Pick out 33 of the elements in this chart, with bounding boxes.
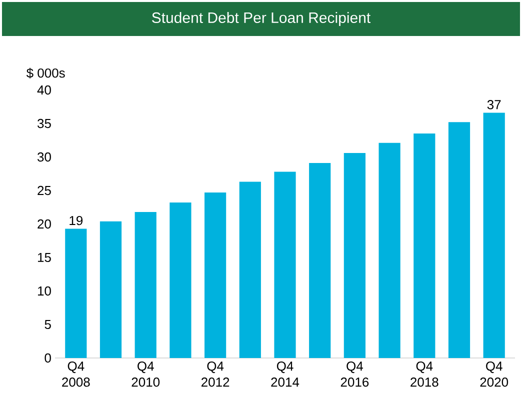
bar xyxy=(239,182,261,358)
y-tick-label: 0 xyxy=(44,353,51,363)
x-tick-label: Q4 2014 xyxy=(271,362,300,387)
x-tick-label: Q4 2020 xyxy=(480,362,508,387)
x-tick-label: Q4 2016 xyxy=(340,362,369,387)
chart-title: Student Debt Per Loan Recipient xyxy=(152,12,371,26)
bar xyxy=(204,192,226,358)
y-tick-label: 5 xyxy=(44,320,51,330)
y-tick-label: 10 xyxy=(38,286,51,296)
data-label: 19 xyxy=(70,216,83,226)
bar xyxy=(100,221,122,358)
bar xyxy=(170,202,192,358)
bar xyxy=(274,172,296,358)
bar xyxy=(414,134,436,358)
bar xyxy=(378,142,400,358)
y-axis-title: $ 000s xyxy=(26,68,65,78)
x-tick-label: Q4 2008 xyxy=(62,362,90,387)
y-tick-label: 30 xyxy=(38,152,51,162)
x-tick-label: Q4 2012 xyxy=(202,362,230,387)
bar xyxy=(134,212,156,358)
bar xyxy=(65,228,87,358)
y-tick-label: 25 xyxy=(38,186,51,196)
data-label: 37 xyxy=(487,100,501,110)
bar xyxy=(344,152,366,358)
y-tick-label: 40 xyxy=(37,85,51,95)
bar xyxy=(309,163,331,358)
x-tick-label: Q4 2010 xyxy=(132,362,160,387)
y-tick-label: 35 xyxy=(38,118,51,128)
y-tick-label: 15 xyxy=(38,252,51,262)
bar xyxy=(448,122,470,358)
y-tick-label: 20 xyxy=(38,219,51,229)
x-tick-label: Q4 2018 xyxy=(410,362,438,387)
bar xyxy=(483,112,505,358)
